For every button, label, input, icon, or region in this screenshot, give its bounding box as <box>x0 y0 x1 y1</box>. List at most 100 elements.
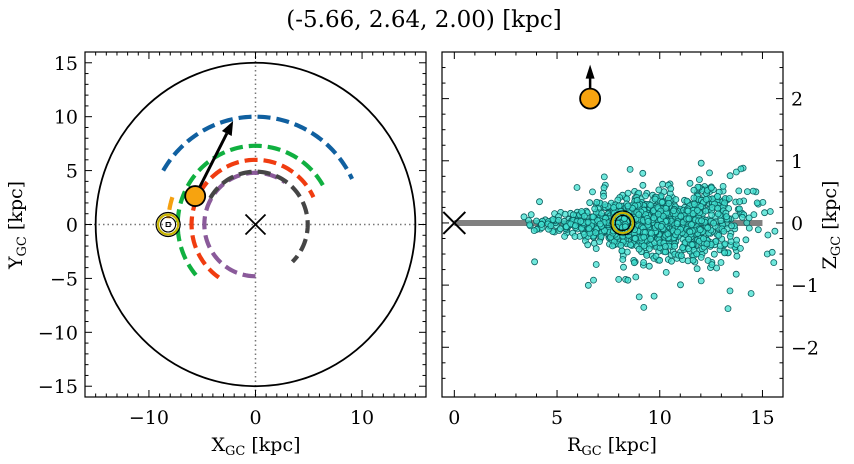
spiral-arm-1 <box>161 114 354 180</box>
star-point <box>627 241 634 249</box>
star-point <box>764 231 772 239</box>
star-point <box>635 293 643 301</box>
star-point <box>747 290 755 297</box>
star-point <box>703 240 711 248</box>
star-point <box>708 204 716 211</box>
star-point <box>632 273 640 281</box>
star-point <box>700 235 707 243</box>
star-point <box>723 213 730 221</box>
star-point <box>736 198 743 206</box>
edge-on-x-tick-label: 10 <box>648 407 672 429</box>
star-point <box>759 198 767 206</box>
star-point <box>673 220 681 227</box>
star-point <box>635 245 643 253</box>
star-point <box>536 198 543 206</box>
face-on-y-tick-label: 0 <box>66 215 78 237</box>
star-point <box>766 208 774 215</box>
star-point <box>672 196 680 203</box>
star-point <box>593 198 601 206</box>
star-point <box>684 207 692 215</box>
star-point <box>725 195 733 202</box>
star-point <box>617 241 625 249</box>
star-point <box>690 186 698 194</box>
star-point <box>662 204 670 212</box>
star-point <box>717 259 725 266</box>
edge-object-position-marker <box>579 87 602 110</box>
star-point <box>571 233 579 240</box>
star-point <box>597 233 605 241</box>
star-point <box>615 275 623 283</box>
star-point <box>640 233 648 241</box>
star-point <box>674 228 681 236</box>
star-point <box>586 199 594 207</box>
star-point <box>591 205 599 213</box>
star-point <box>686 228 694 236</box>
star-point <box>714 210 722 218</box>
edge-velocity-arrow-head <box>585 64 595 79</box>
edge-on-y-tick-label: −2 <box>791 337 819 359</box>
star-point <box>533 217 540 225</box>
star-point <box>745 214 753 222</box>
velocity-arrow-head <box>221 121 234 136</box>
star-point <box>639 181 647 189</box>
star-point <box>754 226 762 234</box>
spiral-arm-3 <box>189 157 316 280</box>
star-point <box>744 188 751 196</box>
face-on-y-tick-label: −10 <box>38 322 78 344</box>
star-point <box>732 270 740 278</box>
star-point <box>726 287 734 295</box>
star-point <box>661 243 669 250</box>
face-on-x-tick-label: −10 <box>129 407 169 429</box>
star-point <box>697 277 705 285</box>
star-point <box>620 263 627 271</box>
star-point <box>690 194 698 202</box>
star-point <box>750 211 758 219</box>
face-on-y-tick-label: 5 <box>66 161 78 183</box>
star-point <box>631 235 639 242</box>
star-point <box>710 250 718 258</box>
star-point <box>732 212 739 220</box>
edge-sun-ring <box>611 211 634 235</box>
star-point <box>690 200 698 208</box>
star-point <box>585 225 593 233</box>
figure-title: (-5.66, 2.64, 2.00) [kpc] <box>286 7 561 33</box>
star-point <box>658 198 666 206</box>
star-point <box>721 199 728 207</box>
star-point <box>600 173 608 181</box>
edge-on-plot-area <box>442 64 779 313</box>
star-point <box>679 244 686 252</box>
star-point <box>657 222 665 230</box>
spiral-arm-4 <box>202 170 287 279</box>
star-point <box>742 236 750 244</box>
edge-on-x-tick-label: 5 <box>551 407 563 429</box>
edge-galactic-center-marker <box>442 211 467 235</box>
star-point <box>640 259 647 266</box>
star-point <box>745 224 753 232</box>
star-point <box>619 256 627 263</box>
star-point <box>667 185 675 193</box>
sun-outer-ring <box>155 211 181 238</box>
star-point <box>697 159 705 167</box>
star-point <box>719 182 727 190</box>
edge-on-x-tick-label: 15 <box>750 407 774 429</box>
star-point <box>733 236 740 244</box>
star-point <box>647 201 655 209</box>
star-point <box>738 213 746 221</box>
star-point <box>626 165 634 173</box>
star-point <box>770 259 778 267</box>
star-point <box>635 211 643 219</box>
edge-on-y-tick-label: 0 <box>791 213 803 235</box>
sun-inner-ring <box>160 216 177 233</box>
star-point <box>615 202 623 210</box>
edge-on-x-tick-label: 0 <box>448 407 460 429</box>
star-point <box>726 172 734 180</box>
face-on-y-tick-label: −15 <box>38 376 78 398</box>
star-point <box>527 211 535 219</box>
star-point <box>656 256 663 264</box>
star-point <box>640 303 648 311</box>
star-point <box>685 215 693 223</box>
star-point <box>642 192 649 200</box>
star-point <box>573 184 581 191</box>
face-on-y-tick-label: 15 <box>54 53 78 75</box>
star-point <box>702 207 710 215</box>
